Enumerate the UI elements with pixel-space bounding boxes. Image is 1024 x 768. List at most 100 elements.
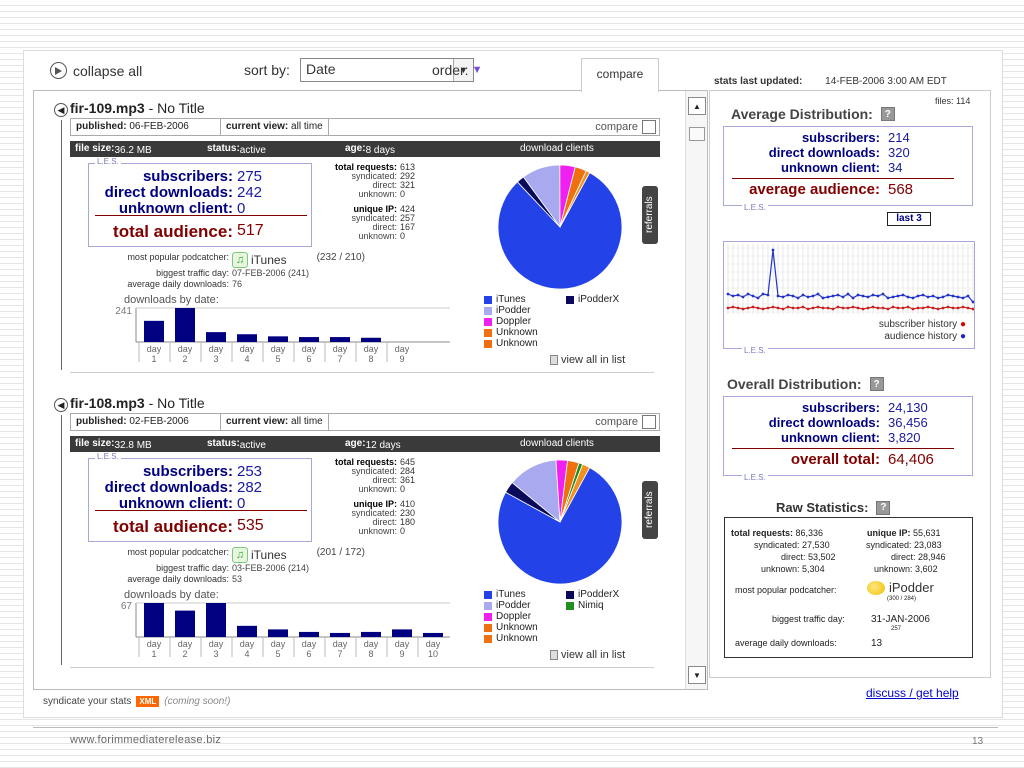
current-view-cell[interactable]: current view: all time xyxy=(221,414,329,430)
order-toggle[interactable]: order: ▼ xyxy=(432,62,482,78)
day-label: day xyxy=(147,639,162,649)
day-number: 7 xyxy=(337,649,342,659)
clients-pie-chart xyxy=(497,164,623,290)
average-distribution-title-text: Average Distribution: xyxy=(731,106,873,122)
pie-slice[interactable] xyxy=(497,172,623,290)
help-icon[interactable]: ? xyxy=(880,107,895,121)
les-label: L.E.S. xyxy=(742,473,768,482)
unknown-client-value: 0 xyxy=(237,200,246,217)
file-age: age: 12 days xyxy=(345,438,401,451)
collapse-file-icon[interactable]: ◀ xyxy=(54,103,68,117)
legend-label: Nimiq xyxy=(578,600,604,611)
ipodder-icon xyxy=(867,580,885,595)
file-age: age: 8 days xyxy=(345,143,395,156)
compare-checkbox[interactable] xyxy=(642,120,656,134)
avg-value: 53 xyxy=(232,574,243,584)
triangle-down-icon[interactable]: ▼ xyxy=(471,64,483,76)
subscribers-label: subscribers: xyxy=(142,463,233,480)
day-number: 5 xyxy=(275,649,280,659)
audience-point xyxy=(831,294,835,298)
status-label: status: xyxy=(207,143,240,154)
collapse-all-button[interactable]: collapse all xyxy=(50,62,142,79)
audience-point xyxy=(916,294,920,298)
day-label: day xyxy=(209,344,224,354)
pie-slice[interactable] xyxy=(559,463,591,523)
request-row: direct: 321 xyxy=(320,181,440,190)
view-all-link[interactable]: view all in list xyxy=(550,649,625,661)
avg-value: 76 xyxy=(232,279,243,289)
audience-point xyxy=(851,296,855,300)
scroll-up-icon[interactable]: ▲ xyxy=(688,97,706,115)
les-stats-box: L.E.S. subscribers: 275 direct downloads: 24… xyxy=(88,157,312,247)
file-title[interactable]: fir-109.mp3 - No Title xyxy=(70,100,205,116)
request-value: 613 xyxy=(400,162,416,172)
scrollbar[interactable]: ▲ ▼ xyxy=(685,91,707,689)
help-icon[interactable]: ? xyxy=(869,377,884,391)
subscriber-point xyxy=(756,306,760,310)
subscriber-point xyxy=(941,306,945,310)
legend-item: iPodder xyxy=(484,305,538,316)
referrals-tab[interactable]: referrals xyxy=(642,186,658,244)
requests-block: total requests: 613 syndicated: 292 direct: 3… xyxy=(320,163,440,241)
requests-block: total requests: 645 syndicated: 284 direct: 3… xyxy=(320,458,440,536)
current-view-value: all time xyxy=(291,121,323,132)
document-icon xyxy=(550,650,558,660)
compare-checkbox-cell[interactable]: compare xyxy=(592,414,659,430)
dropdown-arrow-icon[interactable]: ▼ xyxy=(453,59,473,81)
sort-select[interactable]: Date ▼ xyxy=(300,58,474,82)
view-all-link[interactable]: view all in list xyxy=(550,354,625,366)
legend-swatch xyxy=(484,623,492,632)
order-label: order: xyxy=(432,62,469,78)
request-row: unknown: 0 xyxy=(320,190,440,199)
day-number: 9 xyxy=(399,649,404,659)
average-distribution-box: subscribers: 214 direct downloads: 320 u… xyxy=(723,126,973,212)
current-view-cell[interactable]: current view: all time xyxy=(221,119,329,135)
day-label: day xyxy=(178,344,193,354)
audience-point xyxy=(751,294,755,298)
file-status: status: active xyxy=(207,438,266,451)
raw-syndicated-label: syndicated: xyxy=(754,540,800,550)
discuss-help-link[interactable]: discuss / get help xyxy=(866,686,959,700)
coming-soon-label: (coming soon!) xyxy=(164,696,231,707)
legend-item: Doppler xyxy=(484,316,538,327)
audience-point xyxy=(941,295,945,299)
day-label: day xyxy=(426,639,441,649)
raw-syndicated-value: 27,530 xyxy=(802,540,830,550)
compare-checkbox[interactable] xyxy=(642,415,656,429)
unique-value: 180 xyxy=(400,517,416,527)
last-3-button[interactable]: last 3 xyxy=(887,212,931,226)
audience-point xyxy=(731,294,735,298)
request-value: 361 xyxy=(400,475,416,485)
scroll-down-icon[interactable]: ▼ xyxy=(688,666,706,684)
day-label: day xyxy=(364,639,379,649)
subscriber-point xyxy=(861,307,865,311)
legend-item: iTunes xyxy=(484,294,538,305)
xml-badge[interactable]: XML xyxy=(136,696,160,707)
scroll-thumb[interactable] xyxy=(689,127,705,141)
legend-label: Unknown xyxy=(496,327,538,338)
pie-slice[interactable] xyxy=(497,467,623,585)
raw-u-unknown: unknown: 3,602 xyxy=(874,564,938,574)
raw-statistics-title-text: Raw Statistics: xyxy=(776,500,869,515)
subscriber-point xyxy=(961,305,965,309)
referrals-tab[interactable]: referrals xyxy=(642,481,658,539)
day-number: 4 xyxy=(244,649,249,659)
compare-tab[interactable]: compare xyxy=(581,58,659,92)
file-title[interactable]: fir-108.mp3 - No Title xyxy=(70,395,205,411)
subscriber-point xyxy=(936,307,940,311)
legend-swatch xyxy=(484,328,492,337)
collapse-file-icon[interactable]: ◀ xyxy=(54,398,68,412)
compare-label: compare xyxy=(595,416,638,428)
subscriber-point xyxy=(781,307,785,311)
age-label: age: xyxy=(345,143,366,154)
legend-label: iPodder xyxy=(496,305,531,316)
avg-row: average daily downloads: 76 xyxy=(70,279,430,290)
help-icon[interactable]: ? xyxy=(876,500,891,515)
compare-checkbox-cell[interactable]: compare xyxy=(592,119,659,135)
pie-slice[interactable] xyxy=(559,170,591,228)
legend-item: Nimiq xyxy=(566,600,619,611)
audience-point xyxy=(876,294,880,298)
request-value: 645 xyxy=(400,457,416,467)
direct-downloads-value: 242 xyxy=(237,184,263,201)
request-label: syndicated: xyxy=(351,466,397,476)
